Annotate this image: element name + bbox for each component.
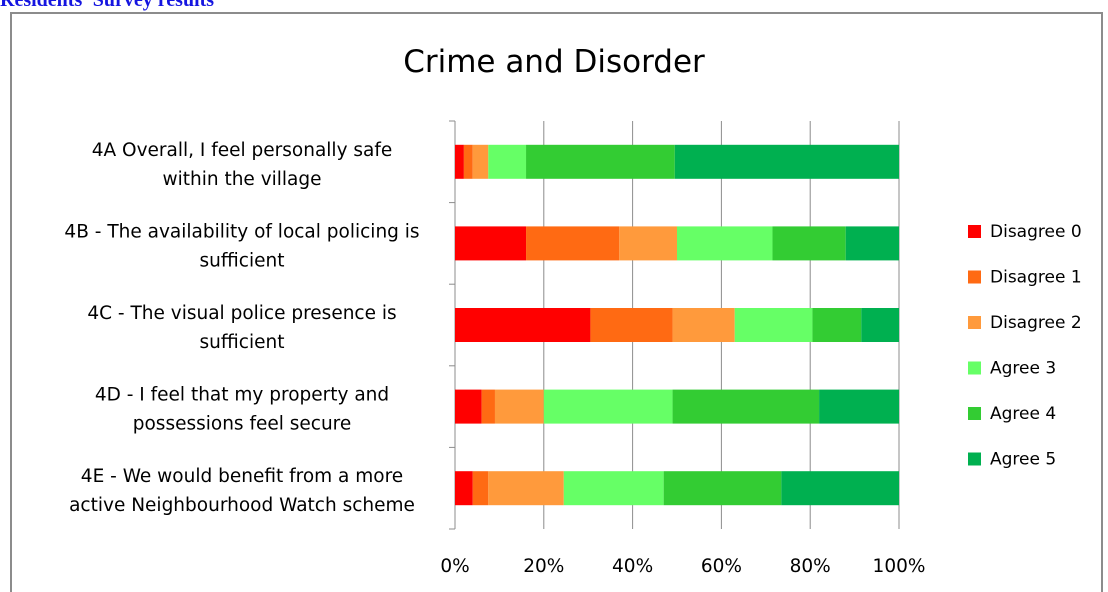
category-label: 4B - The availability of local policing … [64,221,419,271]
bar-segment [861,308,899,342]
bar-segment [455,144,464,179]
bar-segment [455,308,591,342]
bar-segment [845,226,899,261]
legend-swatch [968,452,981,466]
legend-swatch [968,270,981,284]
bar-segment [526,144,675,179]
bar-segment [672,308,735,342]
bar-segment [526,226,620,261]
bar-segment [455,389,482,424]
bar-segment [455,471,473,506]
category-label-line: 4E - We would benefit from a more [81,466,403,487]
legend-label: Agree 3 [990,359,1056,379]
bar-segment [590,308,673,342]
bar-segment [463,144,473,179]
category-label-line: within the village [162,169,321,190]
category-label-line: possessions feel secure [133,414,352,435]
bar-segment [734,308,813,342]
legend-label: Disagree 1 [990,268,1082,288]
category-label-line: sufficient [200,332,285,353]
category-label-line: active Neighbourhood Watch scheme [69,495,415,516]
legend-label: Disagree 2 [990,313,1082,333]
x-tick-label: 20% [523,556,564,577]
legend-label: Agree 5 [990,450,1056,470]
chart-frame [10,12,1103,592]
category-label: 4D - I feel that my property and possessi… [95,385,389,435]
page-heading: Residents' Survey results [0,0,215,11]
x-tick-label: 0% [440,556,469,577]
bar-segment [488,471,564,506]
bar-segment [543,389,673,424]
bar-segment [563,471,664,506]
bar-segment [772,226,846,261]
category-label: 4E - We would benefit from a more active … [69,466,415,516]
bar-segment [481,389,495,424]
bar-segment [663,471,782,506]
legend-swatch [968,225,981,238]
bar-segment [677,226,773,261]
x-tick-label: 60% [701,556,742,577]
category-label: 4C - The visual police presence is suffic… [87,303,396,353]
category-label-line: sufficient [200,250,285,271]
x-tick-label: 80% [790,556,831,577]
x-tick-label: 100% [873,556,926,577]
x-tick-label: 40% [612,556,653,577]
legend-swatch [968,316,981,329]
category-label: 4A Overall, I feel personally safe within… [92,140,393,190]
bar-segment [472,144,489,179]
legend-swatch [968,407,981,420]
category-label-line: 4B - The availability of local policing … [64,221,419,242]
category-label-line: 4D - I feel that my property and [95,385,389,406]
bar-segment [619,226,677,261]
legend-swatch [968,361,981,375]
bar-segment [819,389,899,424]
bar-segment [781,471,899,506]
bar-segment [472,471,489,506]
bar-segment [494,389,544,424]
bar-segment [812,308,862,342]
category-label-line: 4C - The visual police presence is [87,303,396,324]
legend-label: Disagree 0 [990,222,1082,242]
category-label-line: 4A Overall, I feel personally safe [92,140,393,161]
bar-segment [672,389,820,424]
legend-label: Agree 4 [990,404,1056,424]
bar-segment [488,144,527,179]
bar-segment [674,144,899,179]
bar-segment [455,226,527,261]
chart-title: Crime and Disorder [403,44,705,80]
